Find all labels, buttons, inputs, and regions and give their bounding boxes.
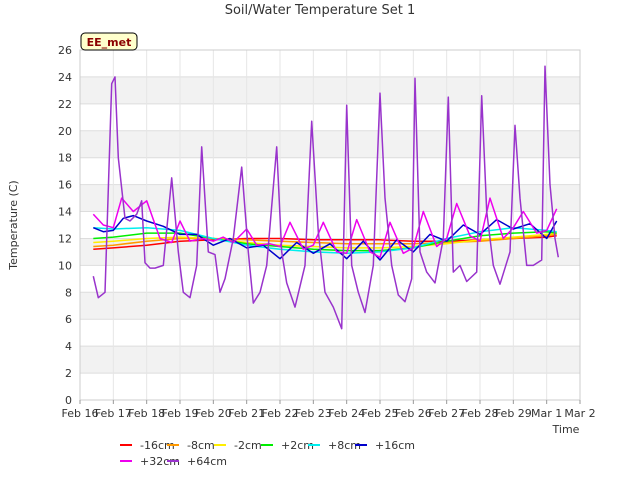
legend-item: -2cm (214, 439, 262, 452)
series-lines (92, 65, 560, 330)
site-badge: EE_met (80, 32, 138, 51)
plot-band (80, 346, 580, 374)
plot-band (80, 130, 580, 158)
legend-label: -16cm (140, 439, 175, 452)
y-tick-label: 2 (65, 367, 72, 380)
x-tick-label: Feb 25 (362, 407, 399, 420)
plot-band (80, 184, 580, 212)
site-badge-label: EE_met (87, 36, 132, 49)
y-tick-label: 22 (58, 98, 72, 111)
x-tick-label: Feb 28 (462, 407, 499, 420)
legend-label: -8cm (187, 439, 215, 452)
x-tick-label: Feb 26 (395, 407, 432, 420)
legend-item: +2cm (261, 439, 314, 452)
y-axis-label: Temperature (C) (7, 180, 20, 270)
x-tick-label: Mar 2 (564, 407, 595, 420)
series-line-32cm (92, 197, 558, 259)
legend-item: +32cm (120, 455, 180, 468)
x-tick-label: Feb 27 (428, 407, 465, 420)
plot-band (80, 76, 580, 104)
legend-item: +8cm (308, 439, 361, 452)
x-tick-label: Feb 23 (295, 407, 332, 420)
x-tick-label: Feb 19 (162, 407, 199, 420)
plot-frame (79, 49, 581, 401)
x-tick-label: Feb 20 (195, 407, 232, 420)
y-tick-label: 0 (65, 394, 72, 407)
x-tick-label: Mar 1 (531, 407, 562, 420)
x-tick-label: Feb 17 (95, 407, 132, 420)
x-tick-label: Feb 24 (328, 407, 365, 420)
legend-item: +16cm (355, 439, 415, 452)
chart-title: Soil/Water Temperature Set 1 (225, 3, 416, 18)
legend-label: +64cm (187, 455, 227, 468)
site-badge-box (80, 32, 138, 51)
y-tick-label: 26 (58, 44, 72, 57)
y-tick-label: 16 (58, 179, 72, 192)
legend-label: +32cm (140, 455, 180, 468)
series-line-8cm (93, 226, 557, 255)
y-tick-label: 18 (58, 152, 72, 165)
legend-item: -16cm (120, 439, 175, 452)
x-axis-label: Time (552, 423, 580, 436)
y-tick-label: 4 (65, 340, 72, 353)
legend-item: +64cm (167, 455, 227, 468)
legend-label: +16cm (375, 439, 415, 452)
x-tick-label: Feb 22 (262, 407, 299, 420)
series-line-2cm (93, 230, 557, 252)
x-tick-label: Feb 21 (228, 407, 265, 420)
legend: -16cm -8cm -2cm +2cm +8cm +16cm +32cm +64cm (120, 439, 415, 468)
x-tick-label: Feb 18 (128, 407, 165, 420)
legend-label: -2cm (234, 439, 262, 452)
legend-item: -8cm (167, 439, 215, 452)
y-tick-label: 14 (58, 206, 72, 219)
y-tick-label: 10 (58, 259, 72, 272)
series-line-2cm (93, 232, 557, 249)
y-tick-label: 20 (58, 125, 72, 138)
x-tick-label: Feb 16 (62, 407, 99, 420)
legend-label: +8cm (328, 439, 361, 452)
plot-band (80, 292, 580, 320)
series-line-16cm (93, 214, 558, 261)
series-line-64cm (92, 65, 560, 330)
y-tick-label: 8 (65, 286, 72, 299)
y-tick-label: 6 (65, 313, 72, 326)
y-tick-label: 24 (58, 71, 72, 84)
legend-label: +2cm (281, 439, 314, 452)
x-tick-label: Feb 29 (495, 407, 532, 420)
y-tick-label: 12 (58, 232, 72, 245)
